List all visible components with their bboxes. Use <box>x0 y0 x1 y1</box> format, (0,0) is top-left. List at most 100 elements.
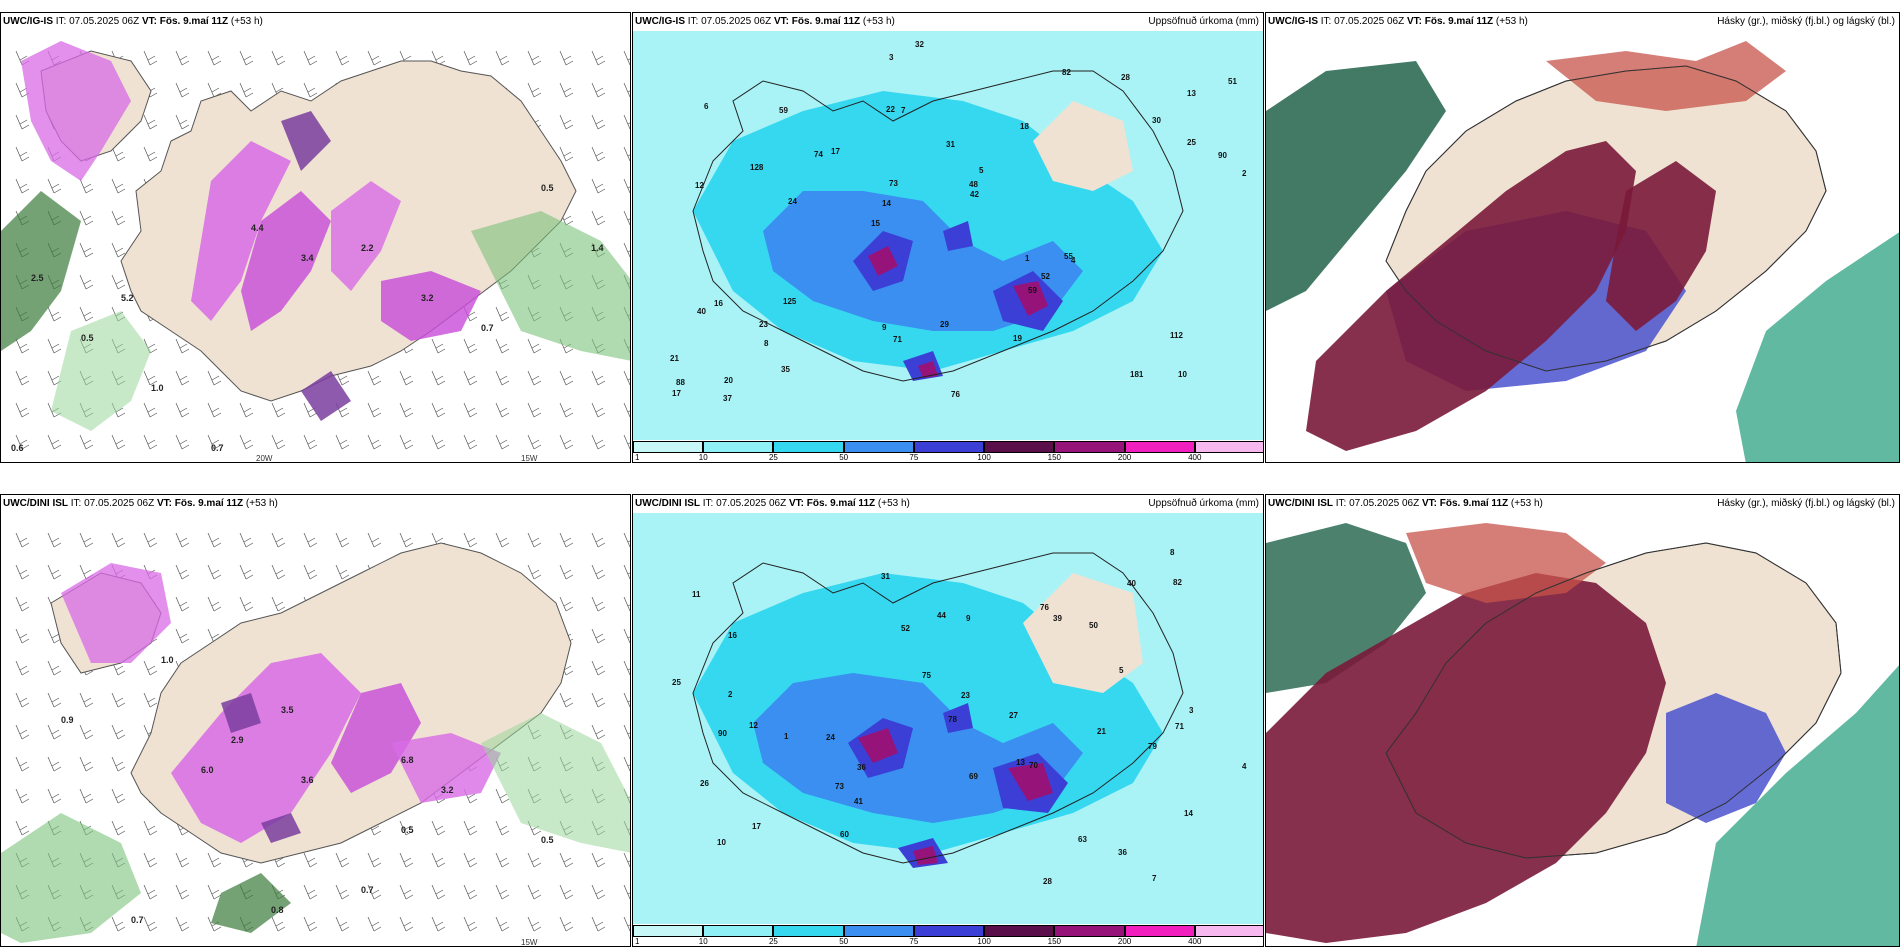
wind-barb <box>591 82 606 98</box>
precip-value: 55 <box>1064 252 1073 261</box>
colorbar-tick: 200 <box>1117 453 1132 462</box>
precip-value: 14 <box>882 199 891 208</box>
wind-barb <box>431 370 446 386</box>
wind-value: 3.2 <box>421 293 434 303</box>
precip-value: 8 <box>1170 548 1175 557</box>
wind-barb <box>15 338 30 354</box>
precip-value: 60 <box>840 830 849 839</box>
precip-value: 1 <box>1025 254 1030 263</box>
wind-barb <box>111 820 126 836</box>
precip-value: 52 <box>901 624 910 633</box>
colorbar-swatch <box>703 925 774 937</box>
precip-value: 32 <box>915 40 924 49</box>
colorbar-swatch <box>703 441 774 453</box>
precip-value: 4 <box>1242 762 1247 771</box>
panel-top-right-clouds: UWC/IG-IS IT: 07.05.2025 06Z VT: Fös. 9.… <box>1265 12 1900 463</box>
wind-value: 6.0 <box>201 765 214 775</box>
precip-values: 1012131518202231161721875463212514973598… <box>670 40 1247 403</box>
mid-cloud-blue <box>1666 693 1786 823</box>
wind-barb <box>559 532 574 548</box>
wind-barb <box>527 434 542 450</box>
wind-barb <box>111 692 126 708</box>
coastline <box>1385 542 1842 859</box>
precip-value: 31 <box>881 572 890 581</box>
precip-value: 23 <box>759 320 768 329</box>
wind-barb <box>175 402 190 418</box>
precip-colorbar: 1 10 25 50 75 100 150 200 400 <box>633 440 1263 462</box>
wind-value: 1.0 <box>161 655 174 665</box>
low-cloud-teal <box>1696 665 1899 946</box>
wind-barb <box>591 370 606 386</box>
colorbar-tick: 400 <box>1188 937 1202 946</box>
wind-barb <box>239 50 254 66</box>
wind-barb <box>15 724 30 740</box>
precip-value: 79 <box>1148 742 1157 751</box>
wind-barb <box>79 434 94 450</box>
wind-barb <box>143 370 158 386</box>
wind-barb <box>591 114 606 130</box>
precip-value: 76 <box>1040 603 1049 612</box>
wind-barb <box>207 852 222 868</box>
wind-barb <box>207 564 222 580</box>
wind-barb <box>79 306 94 322</box>
wind-barb <box>623 50 630 66</box>
wind-barb <box>367 884 382 900</box>
precip-value: 17 <box>672 389 681 398</box>
wind-barb <box>559 146 574 162</box>
wind-barb <box>623 596 630 612</box>
wind-barb <box>527 916 542 932</box>
wind-barb <box>559 884 574 900</box>
colorbar-tick: 150 <box>1047 453 1062 462</box>
wind-barb <box>271 434 286 450</box>
wind-barb <box>591 724 606 740</box>
wind-barb <box>559 692 574 708</box>
precip-extreme <box>868 246 1048 378</box>
wind-barb <box>143 50 158 66</box>
precip-value: 17 <box>752 822 761 831</box>
high-cloud-orange <box>1406 523 1606 603</box>
wind-value: 3.5 <box>281 705 294 715</box>
wind-barb <box>79 178 94 194</box>
wind-barb <box>15 660 30 676</box>
wind-barb <box>47 338 62 354</box>
colorbar-tick: 10 <box>698 453 708 462</box>
precip-value: 11 <box>692 590 701 599</box>
colorbar-swatch <box>984 925 1055 937</box>
precip-value: 52 <box>1041 272 1050 281</box>
wind-barb <box>623 146 630 162</box>
colorbar-swatch <box>1194 441 1263 453</box>
coastline <box>692 552 1184 864</box>
wind-barb <box>463 916 478 932</box>
wind-barb <box>591 178 606 194</box>
wind-barb <box>271 916 286 932</box>
wind-barb <box>591 628 606 644</box>
wind-barb <box>591 692 606 708</box>
colorbar-tick: 400 <box>1188 453 1202 462</box>
wind-barb <box>143 852 158 868</box>
wind-barb <box>175 884 190 900</box>
wind-barb <box>335 916 350 932</box>
precip-value: 16 <box>728 631 737 640</box>
cloud-map <box>1266 31 1899 462</box>
wind-value: 2.9 <box>231 735 244 745</box>
wind-barb <box>79 788 94 804</box>
wind-barb <box>559 402 574 418</box>
colorbar-tick: 75 <box>909 453 919 462</box>
wind-barb <box>399 370 414 386</box>
wind-barb <box>143 146 158 162</box>
panel-header: UWC/IG-IS IT: 07.05.2025 06Z VT: Fös. 9.… <box>1 13 630 31</box>
wind-barb <box>15 370 30 386</box>
lon-label-15w: 15W <box>521 938 538 947</box>
wind-barb <box>111 916 126 932</box>
precip-value: 51 <box>1228 77 1237 86</box>
dry-area <box>1023 573 1143 693</box>
precip-value: 40 <box>1127 579 1136 588</box>
map-title: Hásky (gr.), miðský (fj.bl.) og lágský (… <box>1717 16 1895 27</box>
precip-value: 31 <box>946 140 955 149</box>
wind-barb <box>207 596 222 612</box>
wind-barb <box>79 274 94 290</box>
wind-barb <box>47 660 62 676</box>
wind-barb <box>559 596 574 612</box>
precip-value: 39 <box>1053 614 1062 623</box>
wind-barb <box>463 402 478 418</box>
